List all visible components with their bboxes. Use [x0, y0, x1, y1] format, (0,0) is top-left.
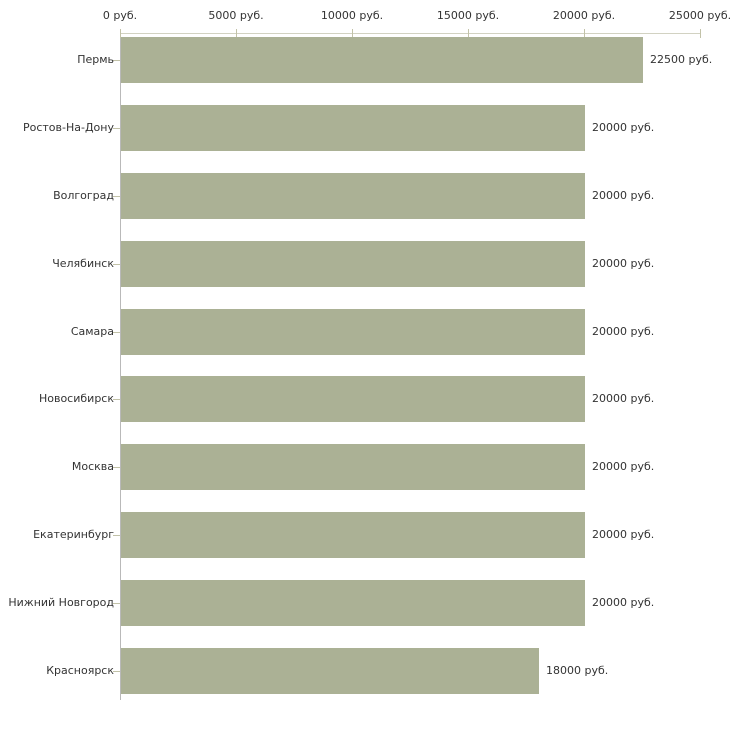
value-label: 20000 руб. — [592, 325, 655, 338]
y-axis-line — [120, 29, 121, 700]
category-label: Челябинск — [52, 257, 114, 270]
category-label: Екатеринбург — [33, 528, 114, 541]
y-axis-tick — [113, 60, 120, 61]
value-label: 18000 руб. — [546, 664, 609, 677]
y-axis-tick — [113, 671, 120, 672]
x-axis-tick — [584, 29, 585, 38]
category-label: Красноярск — [46, 664, 114, 677]
category-label: Пермь — [77, 53, 114, 66]
x-axis-tick — [468, 29, 469, 38]
bar-6 — [121, 376, 585, 422]
value-label: 20000 руб. — [592, 189, 655, 202]
value-label: 22500 руб. — [650, 53, 713, 66]
x-axis-tick — [352, 29, 353, 38]
category-label: Нижний Новгород — [8, 596, 114, 609]
y-axis-tick — [113, 264, 120, 265]
y-axis-tick — [113, 467, 120, 468]
bar-5 — [121, 309, 585, 355]
value-label: 20000 руб. — [592, 121, 655, 134]
value-label: 20000 руб. — [592, 257, 655, 270]
x-axis-tick — [700, 29, 701, 38]
x-tick-label: 0 руб. — [102, 9, 138, 22]
y-axis-tick — [113, 603, 120, 604]
category-label: Ростов-На-Дону — [22, 121, 114, 134]
x-tick-label: 25000 руб. — [668, 9, 730, 22]
x-axis-line — [120, 33, 701, 34]
y-axis-tick — [113, 535, 120, 536]
y-axis-tick — [113, 196, 120, 197]
bar-2 — [121, 105, 585, 151]
y-axis-tick — [113, 399, 120, 400]
value-label: 20000 руб. — [592, 528, 655, 541]
x-tick-label: 15000 руб. — [436, 9, 500, 22]
x-axis-tick — [236, 29, 237, 38]
bar-9 — [121, 580, 585, 626]
value-label: 20000 руб. — [592, 596, 655, 609]
category-label: Москва — [71, 460, 114, 473]
category-label: Волгоград — [53, 189, 114, 202]
x-tick-label: 20000 руб. — [552, 9, 616, 22]
bar-3 — [121, 173, 585, 219]
x-tick-label: 5000 руб. — [208, 9, 264, 22]
x-axis-tick — [120, 29, 121, 38]
bar-8 — [121, 512, 585, 558]
value-label: 20000 руб. — [592, 460, 655, 473]
bar-1 — [121, 37, 643, 83]
bar-7 — [121, 444, 585, 490]
value-label: 20000 руб. — [592, 392, 655, 405]
category-label: Новосибирск — [38, 392, 114, 405]
y-axis-tick — [113, 128, 120, 129]
y-axis-tick — [113, 332, 120, 333]
category-label: Самара — [70, 325, 114, 338]
bar-4 — [121, 241, 585, 287]
bar-10 — [121, 648, 539, 694]
x-tick-label: 10000 руб. — [320, 9, 384, 22]
